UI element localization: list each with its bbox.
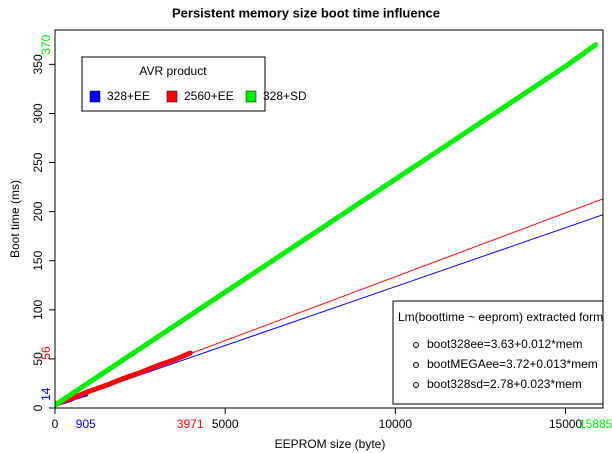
x-tick-label: 5000 — [212, 417, 239, 431]
y-tick-label: 250 — [31, 152, 45, 172]
y-tick-label: 0 — [31, 404, 45, 411]
x-max-label: 905 — [76, 417, 96, 431]
fit-legend-symbol — [413, 382, 419, 388]
y-tick-label: 150 — [31, 250, 45, 270]
fit-legend-title: Lm(boottime ~ eeprom) extracted formu — [398, 310, 610, 324]
x-tick-label: 0 — [52, 417, 59, 431]
y-tick-label: 200 — [31, 201, 45, 221]
fit-legend-box — [392, 300, 603, 405]
legend-swatch — [166, 90, 178, 103]
fit-legend-label: boot328ee=3.63+0.012*mem — [427, 337, 582, 351]
point-cloud — [55, 42, 599, 408]
x-max-label: 3971 — [177, 417, 204, 431]
legend-label: 328+SD — [263, 89, 307, 103]
y-tick-label: 50 — [31, 352, 45, 366]
y-axis-label: Boot time (ms) — [8, 180, 22, 258]
point-cloud — [55, 350, 193, 407]
y-max-label: 56 — [39, 346, 53, 360]
legend-label: 328+EE — [107, 89, 150, 103]
chart-title: Persistent memory size boot time influen… — [172, 5, 440, 20]
fit-legend-symbol — [413, 362, 419, 368]
fit-legend-symbol — [413, 342, 419, 348]
legend-title: AVR product — [139, 64, 207, 78]
legend-label: 2560+EE — [184, 89, 234, 103]
y-max-label: 370 — [39, 34, 53, 54]
fit-legend-label: boot328sd=2.78+0.023*mem — [427, 377, 582, 391]
y-tick-label: 350 — [31, 54, 45, 74]
legend-swatch — [89, 90, 101, 103]
plot-area: Lm(boottime ~ eeprom) extracted formu boo… — [55, 42, 610, 408]
plot-frame — [54, 29, 604, 409]
y-tick-label: 100 — [31, 299, 45, 319]
y-max-label: 14 — [39, 387, 53, 401]
fit-legend-label: bootMEGAee=3.72+0.013*mem — [427, 357, 598, 371]
legend-swatch — [245, 90, 257, 103]
y-tick-label: 300 — [31, 103, 45, 123]
x-max-label: 15885 — [579, 417, 612, 431]
x-axis-label: EEPROM size (byte) — [275, 437, 386, 451]
x-tick-label: 10000 — [379, 417, 413, 431]
x-tick-label: 15000 — [549, 417, 583, 431]
